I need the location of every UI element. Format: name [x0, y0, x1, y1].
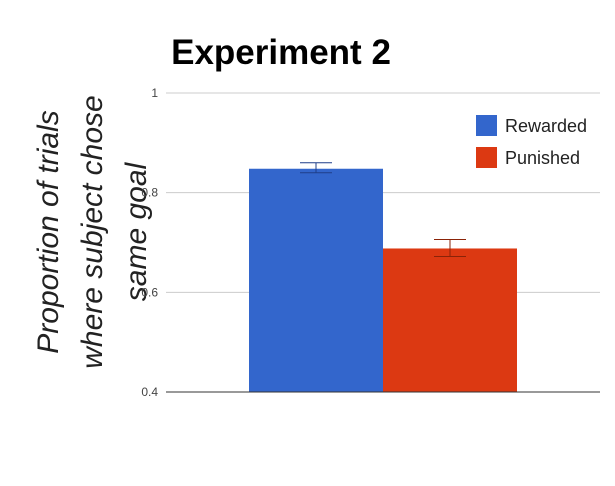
bar-punished — [383, 248, 517, 392]
y-tick-label: 0.4 — [141, 385, 158, 399]
y-axis-ticks: 0.4 0.6 0.8 1 — [141, 86, 158, 399]
y-tick-label: 0.8 — [141, 186, 158, 200]
y-axis-label: Proportion of trials where subject chose… — [32, 95, 153, 369]
chart-title: Experiment 2 — [171, 33, 391, 72]
y-axis-label-line-1: Proportion of trials — [32, 110, 65, 353]
y-tick-label: 1 — [151, 86, 158, 100]
bar-rewarded — [249, 168, 383, 392]
y-tick-label: 0.6 — [141, 285, 158, 299]
bars — [249, 162, 517, 392]
legend-label-punished: Punished — [505, 148, 580, 168]
y-axis-label-line-3: same goal — [120, 161, 153, 301]
y-axis-label-line-2: where subject chose — [76, 95, 109, 369]
legend: Rewarded Punished — [476, 115, 587, 168]
legend-swatch-rewarded — [476, 115, 497, 136]
legend-swatch-punished — [476, 147, 497, 168]
legend-label-rewarded: Rewarded — [505, 116, 587, 136]
